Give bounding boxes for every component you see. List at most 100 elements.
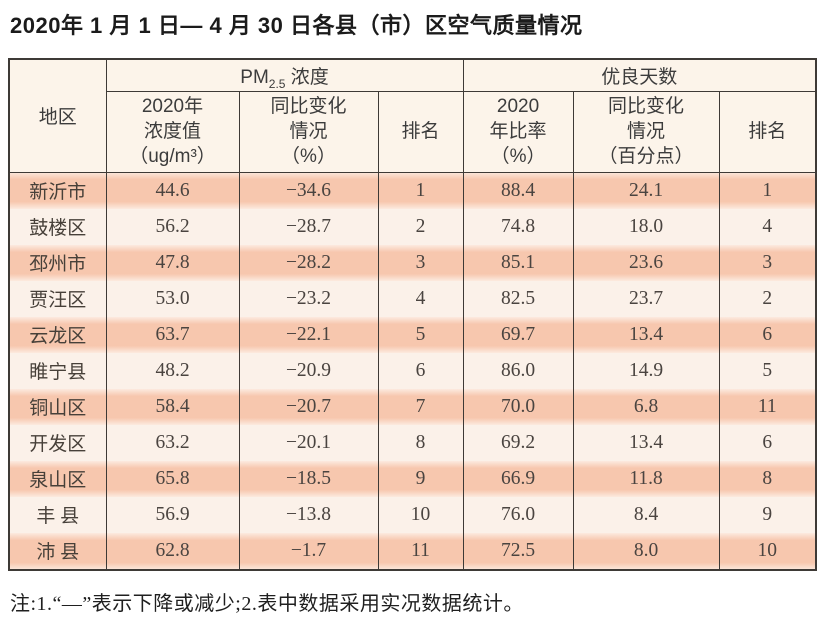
pm-label-suffix: 浓度 [285,66,329,88]
region-name: 沛 县 [8,532,107,570]
pm-rank-cell: 4 [377,280,464,317]
pm-change-cell: −20.1 [238,424,379,461]
pm-change-cell: −20.7 [238,388,379,425]
table-row: 睢宁县 48.2 −20.9 6 86.0 14.9 5 [8,352,817,389]
table-row: 鼓楼区 56.2 −28.7 2 74.8 18.0 4 [8,208,817,245]
days-change-cell: 23.7 [572,280,720,317]
footnote: 注:1.“—”表示下降或减少;2.表中数据采用实况数据统计。 [10,592,524,615]
region-name: 贾汪区 [8,280,107,317]
column-header-days-change: 同比变化 情况 （百分点） [572,91,720,173]
table-row: 新沂市 44.6 −34.6 1 88.4 24.1 1 [8,172,817,209]
days-change-cell: 13.4 [572,316,720,353]
group-header-row: 地区 PM2.5 浓度 优良天数 [8,58,817,173]
table-row: 邳州市 47.8 −28.2 3 85.1 23.6 3 [8,244,817,281]
page-title: 2020年 1 月 1 日— 4 月 30 日各县（市）区空气质量情况 [10,13,583,38]
column-header-region: 地区 [8,58,107,173]
pm-rank-cell: 5 [377,316,464,353]
pm-change-cell: −13.8 [238,496,379,533]
pm-label-prefix: PM [240,66,269,88]
days-change-cell: 8.4 [572,496,720,533]
pm-change-cell: −20.9 [238,352,379,389]
days-rate-cell: 72.5 [462,532,574,570]
pm-rank-cell: 2 [377,208,464,245]
days-rate-cell: 82.5 [462,280,574,317]
region-name: 开发区 [8,424,107,461]
days-rank-cell: 5 [718,352,817,389]
pm-rank-cell: 11 [377,532,464,570]
pm-rank-cell: 8 [377,424,464,461]
pm-value-cell: 48.2 [105,352,240,389]
region-name: 睢宁县 [8,352,107,389]
pm-rank-cell: 6 [377,352,464,389]
column-header-days-rank: 排名 [718,91,817,173]
column-header-pm-value: 2020年 浓度值 （ug/m³） [105,91,240,173]
days-rate-cell: 76.0 [462,496,574,533]
pm-rank-cell: 3 [377,244,464,281]
days-rate-cell: 69.7 [462,316,574,353]
table-header: 地区 PM2.5 浓度 优良天数 2020年 浓度值 （ug/m³） 同比变化 … [8,58,817,173]
table-row: 铜山区 58.4 −20.7 7 70.0 6.8 11 [8,388,817,425]
table-row: 开发区 63.2 −20.1 8 69.2 13.4 6 [8,424,817,461]
days-rate-cell: 88.4 [462,172,574,209]
column-header-pm-rank: 排名 [377,91,464,173]
days-rank-cell: 6 [718,316,817,353]
pm-change-cell: −18.5 [238,460,379,497]
region-name: 丰 县 [8,496,107,533]
region-name: 鼓楼区 [8,208,107,245]
region-name: 新沂市 [8,172,107,209]
days-rate-cell: 86.0 [462,352,574,389]
table-row: 沛 县 62.8 −1.7 11 72.5 8.0 10 [8,532,817,570]
sub-header-row: 2020年 浓度值 （ug/m³） 同比变化 情况 （%） 排名 2020 年比… [9,91,817,173]
days-change-cell: 13.4 [572,424,720,461]
pm-value-cell: 53.0 [105,280,240,317]
pm-value-cell: 63.7 [105,316,240,353]
region-name: 泉山区 [8,460,107,497]
pm-value-cell: 47.8 [105,244,240,281]
days-rank-cell: 2 [718,280,817,317]
days-rate-cell: 74.8 [462,208,574,245]
days-rank-cell: 6 [718,424,817,461]
pm-value-cell: 56.2 [105,208,240,245]
days-change-cell: 14.9 [572,352,720,389]
pm-value-cell: 58.4 [105,388,240,425]
region-name: 铜山区 [8,388,107,425]
days-rank-cell: 8 [718,460,817,497]
days-change-cell: 8.0 [572,532,720,570]
days-rate-cell: 69.2 [462,424,574,461]
days-rank-cell: 3 [718,244,817,281]
days-rate-cell: 85.1 [462,244,574,281]
region-name: 云龙区 [8,316,107,353]
pm-value-cell: 63.2 [105,424,240,461]
region-name: 邳州市 [8,244,107,281]
pm-label-subscript: 2.5 [268,76,286,91]
days-change-cell: 6.8 [572,388,720,425]
days-change-cell: 24.1 [572,172,720,209]
table-row: 丰 县 56.9 −13.8 10 76.0 8.4 9 [8,496,817,533]
pm-change-cell: −1.7 [238,532,379,570]
table-row: 云龙区 63.7 −22.1 5 69.7 13.4 6 [8,316,817,353]
pm-value-cell: 65.8 [105,460,240,497]
days-change-cell: 11.8 [572,460,720,497]
air-quality-table: 地区 PM2.5 浓度 优良天数 2020年 浓度值 （ug/m³） 同比变化 … [8,57,818,571]
days-rank-cell: 11 [718,388,817,425]
group-header-good-days: 优良天数 [462,58,817,92]
table-row: 泉山区 65.8 −18.5 9 66.9 11.8 8 [8,460,817,497]
days-rank-cell: 1 [718,172,817,209]
pm-change-cell: −23.2 [238,280,379,317]
days-rank-cell: 4 [718,208,817,245]
pm-change-cell: −34.6 [238,172,379,209]
days-rank-cell: 10 [718,532,817,570]
group-header-pm25: PM2.5 浓度 [105,58,464,92]
column-header-pm-change: 同比变化 情况 （%） [238,91,379,173]
table-body: 新沂市 44.6 −34.6 1 88.4 24.1 1 鼓楼区 56.2 −2… [8,172,817,570]
days-change-cell: 23.6 [572,244,720,281]
column-header-days-rate: 2020 年比率 （%） [462,91,574,173]
pm-rank-cell: 9 [377,460,464,497]
pm-change-cell: −28.7 [238,208,379,245]
pm-rank-cell: 7 [377,388,464,425]
pm-change-cell: −28.2 [238,244,379,281]
days-rate-cell: 66.9 [462,460,574,497]
pm-rank-cell: 1 [377,172,464,209]
pm-value-cell: 44.6 [105,172,240,209]
